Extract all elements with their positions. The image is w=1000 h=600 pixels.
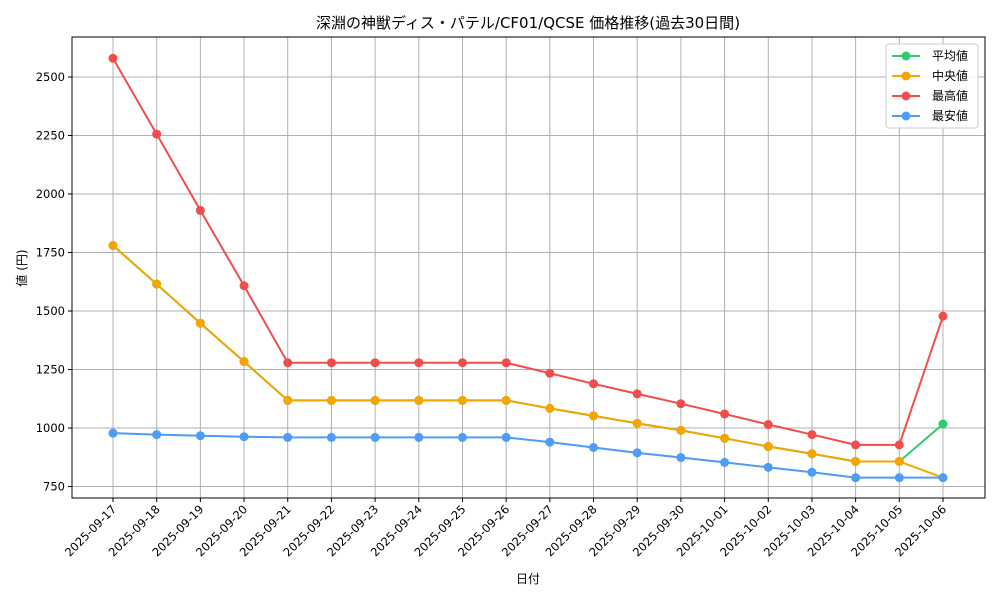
legend-item: 最安値 [892, 108, 968, 123]
data-point [457, 432, 467, 442]
legend-box [885, 43, 979, 129]
data-point [239, 357, 249, 367]
gridlines [72, 37, 985, 498]
data-point [851, 456, 861, 466]
data-point [414, 358, 424, 368]
data-point [720, 433, 730, 443]
y-axis: 750 1000 1250 1500 1750 2000 2250 2500 [36, 70, 72, 494]
legend-marker-icon [901, 91, 911, 101]
data-point [938, 473, 948, 483]
data-point [894, 473, 904, 483]
data-point [457, 395, 467, 405]
data-point [938, 311, 948, 321]
data-point [283, 395, 293, 405]
data-point [763, 462, 773, 472]
data-point [632, 389, 642, 399]
data-point [938, 419, 948, 429]
y-tick-label: 2250 [36, 129, 65, 143]
data-point [807, 467, 817, 477]
data-point [851, 473, 861, 483]
legend-label: 最安値 [932, 108, 968, 123]
y-tick-label: 2000 [36, 187, 65, 201]
series-中央値 [108, 241, 948, 483]
data-point [589, 442, 599, 452]
data-point [195, 205, 205, 215]
data-point [239, 281, 249, 291]
data-point [545, 437, 555, 447]
data-point [414, 432, 424, 442]
y-tick-label: 750 [43, 480, 65, 494]
data-point [545, 403, 555, 413]
data-point [370, 358, 380, 368]
legend-item: 平均値 [892, 48, 968, 63]
data-point [676, 453, 686, 463]
legend-item: 中央値 [892, 68, 968, 83]
data-point [676, 399, 686, 409]
data-point [326, 395, 336, 405]
data-point [370, 395, 380, 405]
legend-marker-icon [901, 71, 911, 81]
series-line [112, 432, 943, 479]
data-point [851, 440, 861, 450]
y-tick-label: 1750 [36, 246, 65, 260]
data-point [152, 279, 162, 289]
data-point [676, 425, 686, 435]
data-point [589, 379, 599, 389]
series-line [112, 244, 944, 479]
legend-item: 最高値 [892, 88, 968, 103]
data-point [763, 420, 773, 430]
legend-label: 平均値 [932, 48, 968, 63]
y-tick-label: 1500 [36, 304, 65, 318]
data-point [457, 358, 467, 368]
data-point [545, 368, 555, 378]
data-point [108, 428, 118, 438]
data-point [807, 430, 817, 440]
data-point [239, 432, 249, 442]
legend-marker-icon [901, 111, 911, 121]
y-tick-label: 1000 [36, 421, 65, 435]
series-lines [108, 53, 948, 483]
data-point [720, 409, 730, 419]
data-point [807, 449, 817, 459]
legend-label: 最高値 [932, 88, 968, 103]
data-point [763, 442, 773, 452]
y-tick-label: 2500 [36, 70, 65, 84]
data-point [501, 395, 511, 405]
chart-title: 深淵の神獣ディス・パテル/CF01/QCSE 価格推移(過去30日間) [316, 14, 740, 32]
data-point [326, 358, 336, 368]
y-axis-label: 値 (円) [14, 249, 29, 286]
data-point [632, 418, 642, 428]
data-point [414, 395, 424, 405]
data-point [195, 318, 205, 328]
plot-frame [71, 36, 986, 499]
legend-label: 中央値 [932, 68, 968, 83]
data-point [283, 432, 293, 442]
data-point [894, 456, 904, 466]
series-最高値 [108, 53, 948, 450]
x-axis: 2025-09-172025-09-182025-09-192025-09-20… [62, 498, 949, 559]
x-axis-label: 日付 [516, 572, 540, 586]
data-point [108, 241, 118, 251]
data-point [589, 411, 599, 421]
data-point [632, 448, 642, 458]
data-point [894, 440, 904, 450]
legend-marker-icon [901, 51, 911, 61]
data-point [283, 358, 293, 368]
data-point [108, 53, 118, 63]
data-point [152, 430, 162, 440]
series-line [112, 57, 944, 446]
data-point [326, 432, 336, 442]
data-point [501, 358, 511, 368]
series-最安値 [108, 428, 948, 483]
data-point [370, 432, 380, 442]
data-point [501, 432, 511, 442]
y-tick-label: 1250 [36, 363, 65, 377]
data-point [195, 431, 205, 441]
data-point [720, 457, 730, 467]
data-point [152, 129, 162, 139]
series-line [112, 244, 944, 463]
